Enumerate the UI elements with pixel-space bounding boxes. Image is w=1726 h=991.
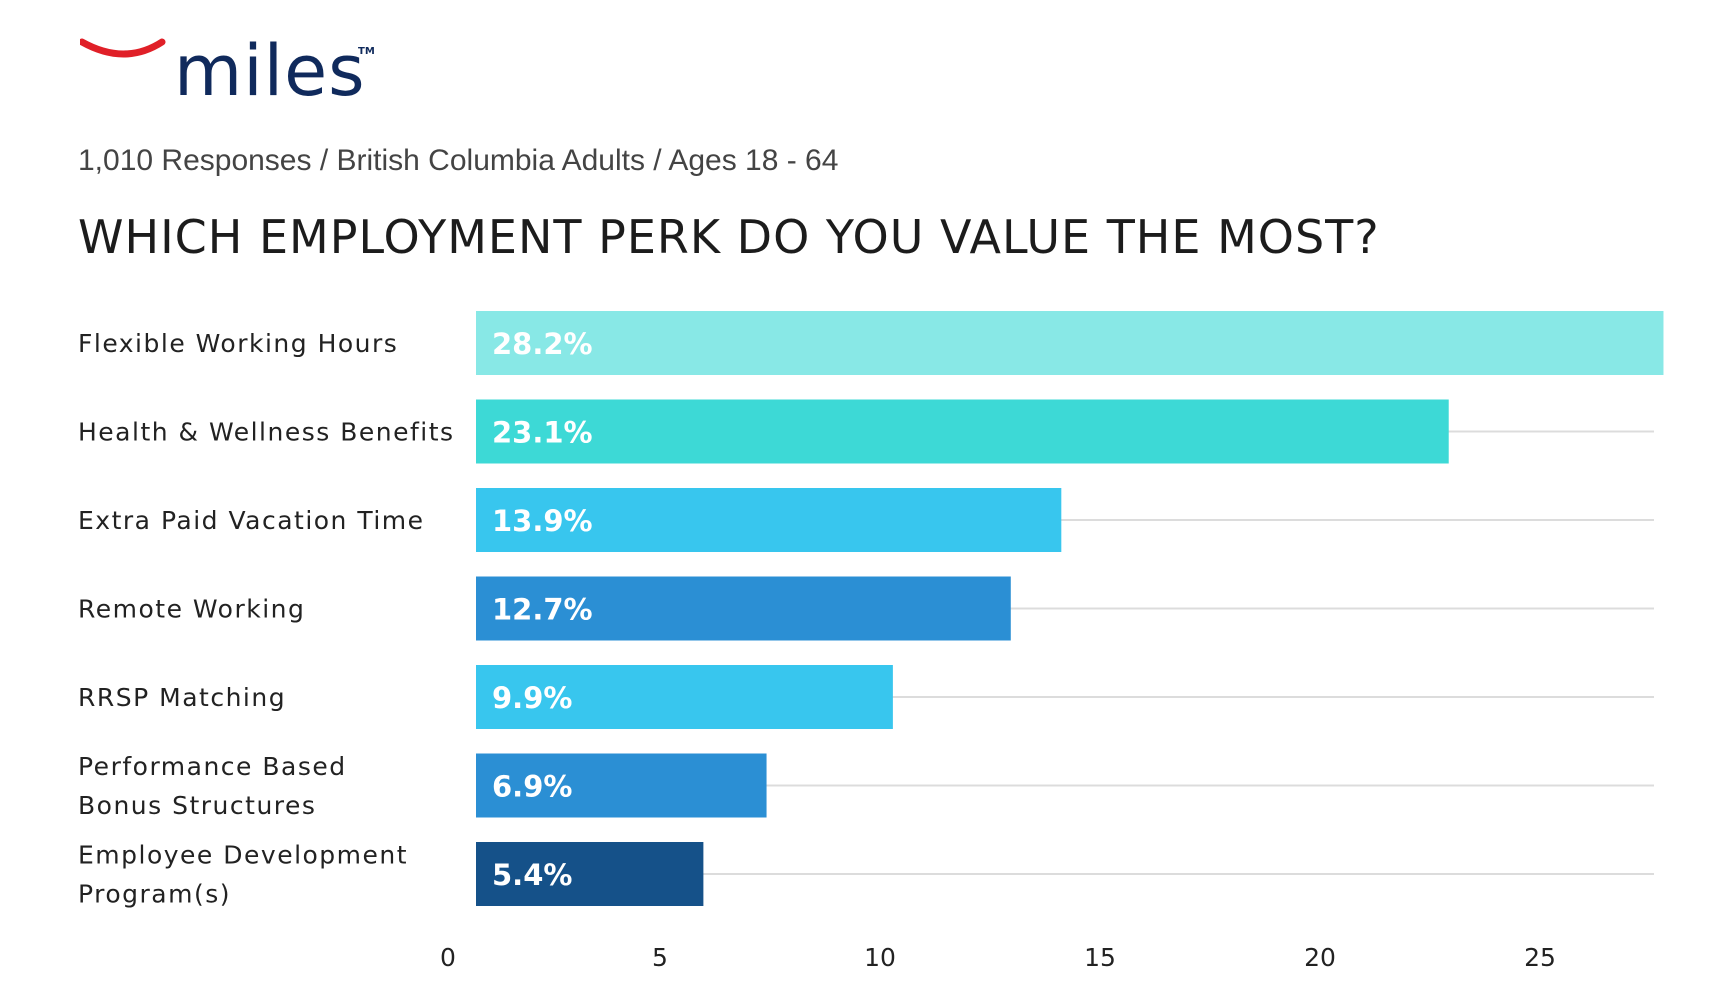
- x-tick-label: 5: [652, 943, 668, 972]
- x-tick-label: 15: [1084, 943, 1116, 972]
- x-tick-label: 10: [864, 943, 896, 972]
- chart-title: WHICH EMPLOYMENT PERK DO YOU VALUE THE M…: [78, 210, 1380, 264]
- bar-value-label: 28.2%: [492, 327, 593, 361]
- bar: [476, 753, 767, 818]
- bar-value-label: 6.9%: [492, 770, 572, 804]
- category-label-line: Flexible Working Hours: [78, 329, 398, 358]
- category-label: Remote Working: [78, 595, 305, 624]
- x-tick-label: 25: [1524, 943, 1556, 972]
- category-label-line: Health & Wellness Benefits: [78, 418, 455, 447]
- survey-subtitle: 1,010 Responses / British Columbia Adult…: [78, 144, 839, 177]
- bar-value-label: 5.4%: [492, 858, 572, 892]
- category-label-line: Remote Working: [78, 595, 305, 624]
- category-label-line: Performance Based: [78, 752, 347, 781]
- category-label-line: Bonus Structures: [78, 791, 316, 820]
- bar: [476, 665, 893, 729]
- x-tick-label: 0: [440, 943, 456, 972]
- trademark-mark: TM: [358, 46, 375, 57]
- category-label-line: Employee Development: [78, 841, 408, 870]
- bar-value-label: 12.7%: [492, 593, 593, 627]
- category-label-line: Extra Paid Vacation Time: [78, 506, 425, 535]
- bar-value-label: 13.9%: [492, 504, 593, 538]
- bar-value-label: 9.9%: [492, 681, 572, 715]
- category-label: Health & Wellness Benefits: [78, 418, 455, 447]
- smile-arc-icon: [80, 38, 166, 58]
- category-label: Performance Based Bonus Structures: [78, 752, 347, 820]
- category-label: Employee Development Program(s): [78, 841, 408, 909]
- category-label-line: Program(s): [78, 880, 231, 909]
- bar: [476, 842, 704, 906]
- bar: [476, 311, 1664, 375]
- category-label: RRSP Matching: [78, 683, 286, 712]
- bar: [476, 576, 1011, 641]
- brand-wordmark: miles: [174, 30, 366, 112]
- bar-value-label: 23.1%: [492, 416, 593, 450]
- category-label: Extra Paid Vacation Time: [78, 506, 425, 535]
- brand-logo: miles TM: [80, 36, 400, 116]
- bar: [476, 488, 1062, 552]
- category-label-line: RRSP Matching: [78, 683, 286, 712]
- category-label: Flexible Working Hours: [78, 329, 398, 358]
- x-tick-label: 20: [1304, 943, 1336, 972]
- bar: [476, 399, 1449, 464]
